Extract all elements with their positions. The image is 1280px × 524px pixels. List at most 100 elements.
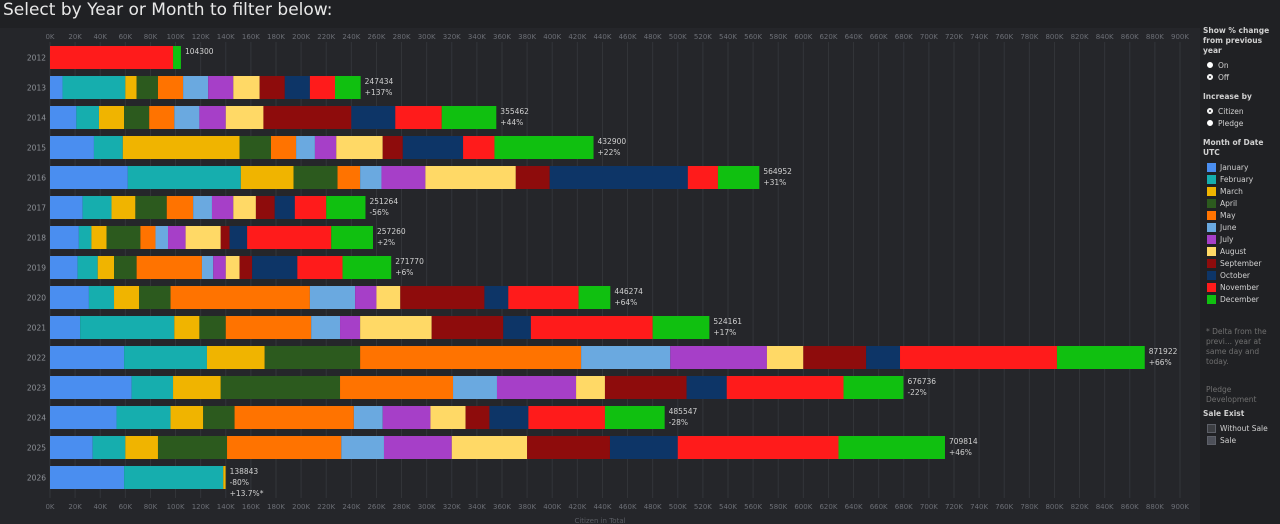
- bar-segment-april[interactable]: [139, 286, 171, 309]
- bar-segment-july[interactable]: [382, 406, 431, 429]
- bar-segment-july[interactable]: [211, 196, 234, 219]
- bar-segment-april[interactable]: [220, 376, 341, 399]
- bar-segment-april[interactable]: [114, 256, 137, 279]
- bar-segment-july[interactable]: [199, 106, 226, 129]
- bar-segment-february[interactable]: [131, 376, 174, 399]
- bar-segment-november[interactable]: [530, 316, 653, 339]
- bar-segment-may[interactable]: [170, 286, 310, 309]
- bar-segment-july[interactable]: [340, 316, 361, 339]
- legend-item-june[interactable]: June: [1203, 221, 1280, 233]
- bar-segment-december[interactable]: [578, 286, 611, 309]
- bar-segment-october[interactable]: [351, 106, 396, 129]
- bar-segment-august[interactable]: [233, 76, 260, 99]
- bar-segment-september[interactable]: [527, 436, 610, 459]
- bar-segment-june[interactable]: [341, 436, 384, 459]
- bar-segment-june[interactable]: [193, 196, 212, 219]
- bar-segment-august[interactable]: [336, 136, 383, 159]
- bar-segment-may[interactable]: [166, 196, 194, 219]
- bar-segment-june[interactable]: [311, 316, 341, 339]
- bar-segment-june[interactable]: [353, 406, 383, 429]
- bar-segment-december[interactable]: [1056, 346, 1145, 369]
- bar-segment-january[interactable]: [50, 76, 63, 99]
- bar-segment-february[interactable]: [82, 196, 112, 219]
- bar-segment-august[interactable]: [430, 406, 466, 429]
- bar-segment-april[interactable]: [135, 196, 167, 219]
- bar-segment-august[interactable]: [766, 346, 804, 369]
- bar-segment-november[interactable]: [309, 76, 336, 99]
- legend-item-may[interactable]: May: [1203, 209, 1280, 221]
- bar-segment-march[interactable]: [114, 286, 140, 309]
- bar-segment-january[interactable]: [50, 256, 78, 279]
- bar-segment-november[interactable]: [247, 226, 332, 249]
- bar-segment-february[interactable]: [77, 256, 98, 279]
- bar-segment-june[interactable]: [296, 136, 315, 159]
- bar-segment-february[interactable]: [62, 76, 126, 99]
- bar-segment-june[interactable]: [581, 346, 671, 369]
- bar-segment-december[interactable]: [838, 436, 945, 459]
- bar-segment-may[interactable]: [140, 226, 156, 249]
- bar-segment-february[interactable]: [80, 316, 175, 339]
- increase-by-radio-citizen[interactable]: Citizen: [1203, 105, 1280, 117]
- bar-segment-july[interactable]: [383, 436, 452, 459]
- increase-by-radio-pledge[interactable]: Pledge: [1203, 117, 1280, 129]
- bar-segment-october[interactable]: [402, 136, 464, 159]
- bar-segment-august[interactable]: [185, 226, 221, 249]
- bar-segment-december[interactable]: [843, 376, 904, 399]
- bar-segment-april[interactable]: [264, 346, 361, 369]
- bar-segment-october[interactable]: [489, 406, 529, 429]
- bar-segment-december[interactable]: [441, 106, 497, 129]
- bar-segment-july[interactable]: [314, 136, 337, 159]
- bar-segment-march[interactable]: [206, 346, 265, 369]
- bar-segment-september[interactable]: [239, 256, 253, 279]
- bar-segment-april[interactable]: [124, 106, 150, 129]
- bar-segment-december[interactable]: [604, 406, 665, 429]
- legend-item-march[interactable]: March: [1203, 185, 1280, 197]
- bar-segment-march[interactable]: [97, 256, 115, 279]
- bar-segment-september[interactable]: [400, 286, 485, 309]
- bar-segment-november[interactable]: [463, 136, 495, 159]
- bar-segment-november[interactable]: [297, 256, 343, 279]
- bar-segment-october[interactable]: [609, 436, 678, 459]
- bar-segment-february[interactable]: [78, 226, 92, 249]
- bar-segment-march[interactable]: [122, 136, 240, 159]
- bar-segment-february[interactable]: [124, 466, 224, 489]
- legend-item-november[interactable]: November: [1203, 281, 1280, 293]
- bar-segment-december[interactable]: [494, 136, 594, 159]
- bar-segment-september[interactable]: [431, 316, 504, 339]
- bar-segment-october[interactable]: [549, 166, 688, 189]
- stacked-bar-chart[interactable]: 0K 0K 20K 20K 40K 40K 60K 60K 80K 80K 100K 100K 120K…: [0, 28, 1200, 524]
- bar-segment-january[interactable]: [50, 106, 77, 129]
- bar-segment-april[interactable]: [203, 406, 235, 429]
- bar-segment-july[interactable]: [355, 286, 377, 309]
- bar-segment-february[interactable]: [93, 136, 123, 159]
- bar-segment-may[interactable]: [136, 256, 202, 279]
- bar-segment-october[interactable]: [252, 256, 298, 279]
- bar-segment-october[interactable]: [866, 346, 901, 369]
- bar-segment-january[interactable]: [50, 436, 93, 459]
- bar-segment-july[interactable]: [670, 346, 767, 369]
- show-pct-radio-off[interactable]: Off: [1203, 71, 1280, 83]
- bar-segment-august[interactable]: [576, 376, 605, 399]
- bar-segment-december[interactable]: [652, 316, 710, 339]
- bar-segment-october[interactable]: [503, 316, 531, 339]
- bar-segment-december[interactable]: [717, 166, 760, 189]
- legend-item-december[interactable]: December: [1203, 293, 1280, 305]
- bar-segment-september[interactable]: [803, 346, 867, 369]
- bar-segment-august[interactable]: [376, 286, 401, 309]
- bar-segment-january[interactable]: [50, 226, 79, 249]
- bar-segment-january[interactable]: [50, 466, 125, 489]
- bar-segment-march[interactable]: [174, 316, 200, 339]
- legend-item-august[interactable]: August: [1203, 245, 1280, 257]
- bar-segment-june[interactable]: [174, 106, 200, 129]
- bar-segment-september[interactable]: [255, 196, 275, 219]
- bar-segment-february[interactable]: [124, 346, 207, 369]
- bar-segment-june[interactable]: [201, 256, 214, 279]
- bar-segment-may[interactable]: [227, 436, 342, 459]
- bar-segment-july[interactable]: [381, 166, 426, 189]
- legend-item-january[interactable]: January: [1203, 161, 1280, 173]
- bar-segment-january[interactable]: [50, 196, 83, 219]
- bar-segment-april[interactable]: [136, 76, 158, 99]
- bar-segment-march[interactable]: [173, 376, 221, 399]
- bar-segment-march[interactable]: [98, 106, 125, 129]
- bar-segment-december[interactable]: [335, 76, 361, 99]
